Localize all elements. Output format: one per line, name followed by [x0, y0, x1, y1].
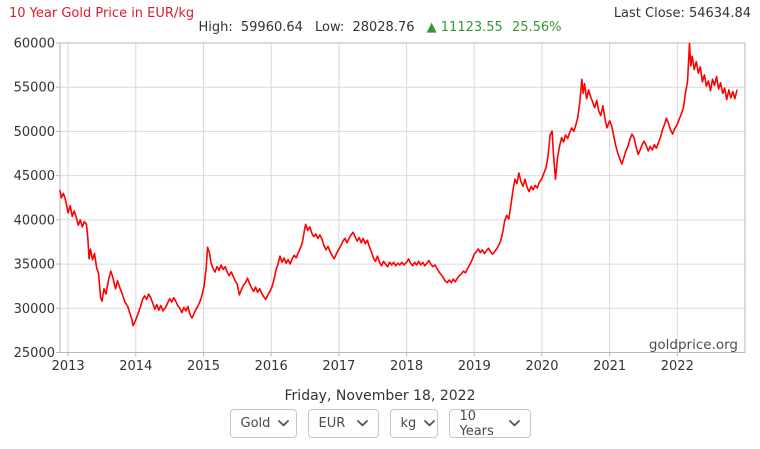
y-tick-label: 35000 — [14, 258, 55, 273]
price-chart: 25000 30000 35000 40000 45000 50000 55000 60000… — [14, 37, 746, 374]
y-tick-label: 25000 — [14, 346, 55, 361]
page-title: 10 Year Gold Price in EUR/kg — [9, 6, 195, 21]
x-tick-label: 2015 — [187, 359, 220, 374]
change-percent: 25.56% — [511, 20, 562, 35]
last-close-value: 54634.84 — [688, 6, 751, 21]
goldprice-watermark: goldprice.org — [649, 337, 738, 353]
x-tick-label: 2021 — [593, 359, 626, 374]
y-tick-label: 60000 — [14, 37, 55, 52]
y-tick-label: 30000 — [14, 302, 55, 317]
chevron-down-icon — [356, 420, 368, 427]
currency-select-value: EUR — [318, 416, 346, 431]
date-label: Friday, November 18, 2022 — [284, 388, 476, 404]
y-tick-label: 50000 — [14, 125, 55, 140]
x-tick-label: 2018 — [390, 359, 423, 374]
chevron-down-icon — [278, 420, 290, 427]
x-tick-label: 2020 — [525, 359, 558, 374]
unit-select-value: kg — [400, 416, 417, 431]
controls-row: Gold EUR kg 10 Years — [0, 408, 760, 439]
change-up-arrow-icon: ▲ — [426, 20, 437, 35]
x-tick-label: 2017 — [322, 359, 355, 374]
currency-select[interactable]: EUR — [307, 409, 379, 438]
low-label: Low: — [315, 20, 345, 35]
x-tick-label: 2013 — [52, 359, 85, 374]
metal-select-value: Gold — [240, 416, 271, 431]
high-low-bar: High: 59960.64 Low: 28028.76 ▲ 11123.55 … — [0, 20, 760, 35]
chevron-down-icon — [508, 420, 520, 427]
x-tick-label: 2016 — [255, 359, 288, 374]
x-tick-label: 2014 — [119, 359, 152, 374]
high-label: High: — [198, 20, 233, 35]
x-tick-label: 2019 — [458, 359, 491, 374]
change-value: 11123.55 — [440, 20, 503, 35]
last-close: Last Close: 54634.84 — [614, 6, 751, 21]
y-tick-label: 40000 — [14, 213, 55, 228]
plot-border — [59, 42, 746, 353]
time-range-select[interactable]: 10 Years — [448, 408, 531, 439]
price-line — [59, 42, 738, 327]
chevron-down-icon — [424, 420, 436, 427]
last-close-label: Last Close: — [613, 6, 685, 21]
y-tick-label: 45000 — [14, 169, 55, 184]
low-value: 28028.76 — [352, 20, 415, 35]
x-tick-label: 2022 — [661, 359, 694, 374]
metal-select[interactable]: Gold — [229, 409, 297, 438]
time-range-select-value: 10 Years — [459, 408, 494, 439]
unit-select[interactable]: kg — [389, 409, 438, 438]
y-tick-label: 55000 — [14, 81, 55, 96]
high-value: 59960.64 — [240, 20, 303, 35]
